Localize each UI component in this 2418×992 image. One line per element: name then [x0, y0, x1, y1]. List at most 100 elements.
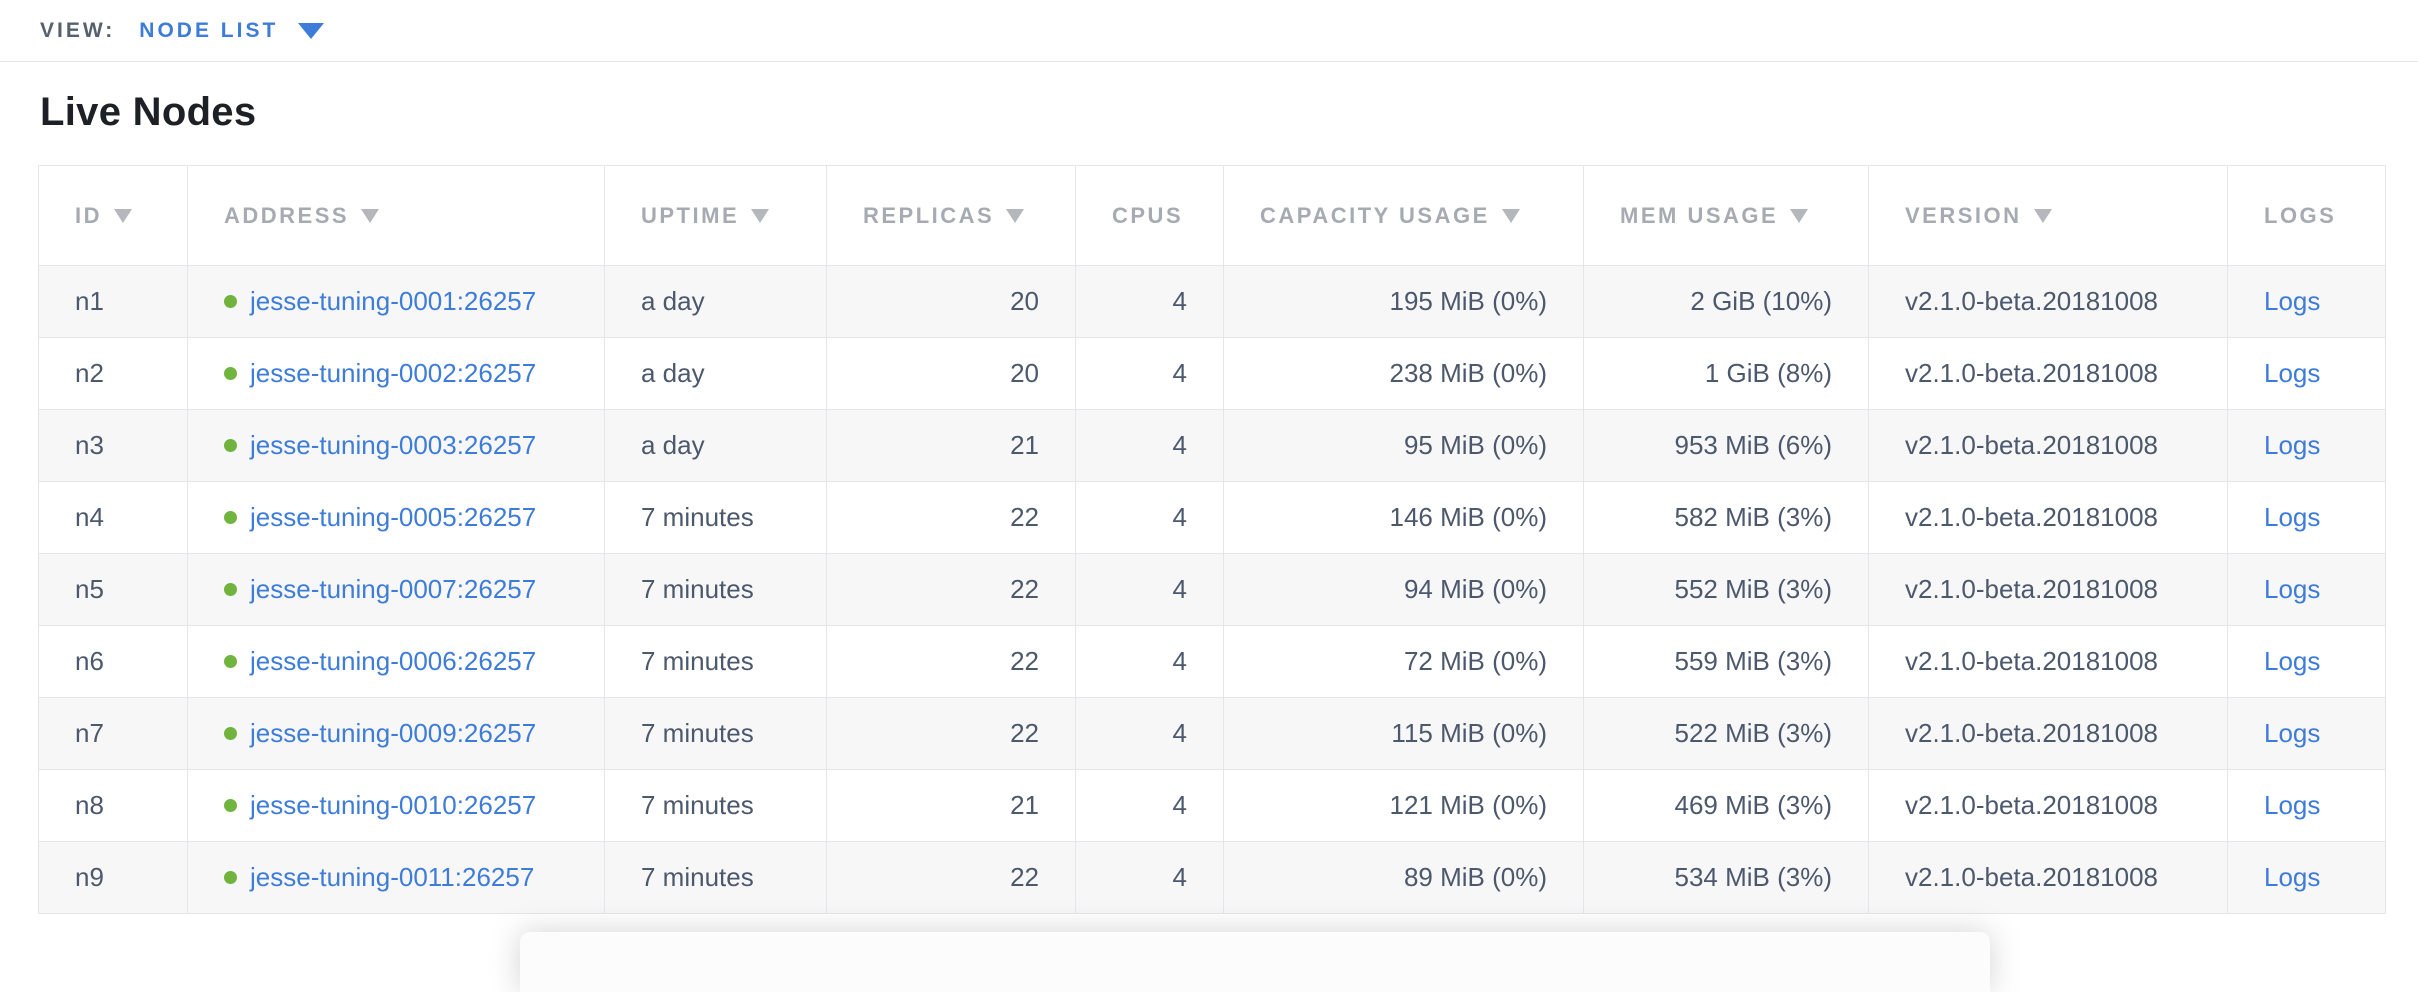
cell-address: jesse-tuning-0010:26257: [187, 769, 605, 842]
node-status-live-icon: [224, 655, 237, 668]
node-status-live-icon: [224, 799, 237, 812]
node-status-live-icon: [224, 511, 237, 524]
sort-desc-icon: [1501, 208, 1520, 223]
node-address-link[interactable]: jesse-tuning-0003:26257: [250, 430, 537, 460]
cell-replicas: 22: [826, 553, 1076, 626]
cell-id: n1: [38, 265, 188, 338]
live-nodes-table: ID ADDRESS UPTIME REPLICAS CPUS CAPACITY USAG…: [38, 165, 2386, 914]
node-row-n9: n9 jesse-tuning-0011:26257 7 minutes 22 4 89 …: [38, 841, 2386, 914]
cell-address: jesse-tuning-0001:26257: [187, 265, 605, 338]
node-address-link[interactable]: jesse-tuning-0001:26257: [250, 286, 537, 316]
cell-logs: Logs: [2227, 337, 2386, 410]
cell-id: n5: [38, 553, 188, 626]
cell-address: jesse-tuning-0002:26257: [187, 337, 605, 410]
node-logs-link[interactable]: Logs: [2264, 862, 2321, 892]
column-header-mem[interactable]: MEM USAGE: [1583, 165, 1869, 266]
cell-logs: Logs: [2227, 625, 2386, 698]
cell-uptime: 7 minutes: [604, 769, 827, 842]
cell-capacity: 72 MiB (0%): [1223, 625, 1584, 698]
cell-address: jesse-tuning-0011:26257: [187, 841, 605, 914]
view-selected-value: NODE LIST: [139, 18, 279, 42]
cell-mem: 522 MiB (3%): [1583, 697, 1869, 770]
cell-version: v2.1.0-beta.20181008: [1868, 841, 2228, 914]
sort-desc-icon: [114, 208, 132, 223]
sort-desc-icon: [751, 208, 770, 223]
cell-capacity: 238 MiB (0%): [1223, 337, 1584, 410]
cell-capacity: 121 MiB (0%): [1223, 769, 1584, 842]
column-header-logs: LOGS: [2227, 165, 2386, 266]
cell-capacity: 146 MiB (0%): [1223, 481, 1584, 554]
column-header-version[interactable]: VERSION: [1868, 165, 2228, 266]
node-logs-link[interactable]: Logs: [2264, 646, 2321, 676]
column-header-replicas[interactable]: REPLICAS: [826, 165, 1076, 266]
column-header-uptime[interactable]: UPTIME: [604, 165, 827, 266]
node-status-live-icon: [224, 367, 237, 380]
column-header-label: CPUS: [1112, 202, 1184, 228]
node-logs-link[interactable]: Logs: [2264, 286, 2321, 316]
node-address-link[interactable]: jesse-tuning-0009:26257: [250, 718, 537, 748]
cell-version: v2.1.0-beta.20181008: [1868, 625, 2228, 698]
node-logs-link[interactable]: Logs: [2264, 358, 2321, 388]
node-logs-link[interactable]: Logs: [2264, 430, 2321, 460]
column-header-capacity[interactable]: CAPACITY USAGE: [1223, 165, 1584, 266]
cell-id: n6: [38, 625, 188, 698]
cell-replicas: 22: [826, 841, 1076, 914]
column-header-label: UPTIME: [641, 202, 740, 228]
cell-mem: 953 MiB (6%): [1583, 409, 1869, 482]
column-header-address[interactable]: ADDRESS: [187, 165, 605, 266]
node-logs-link[interactable]: Logs: [2264, 574, 2321, 604]
cell-version: v2.1.0-beta.20181008: [1868, 769, 2228, 842]
node-logs-link[interactable]: Logs: [2264, 502, 2321, 532]
column-header-label: CAPACITY USAGE: [1260, 202, 1490, 228]
node-address-link[interactable]: jesse-tuning-0010:26257: [250, 790, 537, 820]
cell-uptime: a day: [604, 409, 827, 482]
cell-capacity: 115 MiB (0%): [1223, 697, 1584, 770]
next-panel-shadow: [520, 932, 1990, 992]
node-address-link[interactable]: jesse-tuning-0006:26257: [250, 646, 537, 676]
cell-version: v2.1.0-beta.20181008: [1868, 337, 2228, 410]
cell-replicas: 20: [826, 265, 1076, 338]
cell-capacity: 89 MiB (0%): [1223, 841, 1584, 914]
table-header-row: ID ADDRESS UPTIME REPLICAS CPUS CAPACITY USAG…: [38, 165, 2386, 266]
node-address-link[interactable]: jesse-tuning-0011:26257: [250, 862, 535, 892]
cell-logs: Logs: [2227, 265, 2386, 338]
column-header-cpus: CPUS: [1075, 165, 1224, 266]
cell-version: v2.1.0-beta.20181008: [1868, 481, 2228, 554]
cell-version: v2.1.0-beta.20181008: [1868, 409, 2228, 482]
node-row-n5: n5 jesse-tuning-0007:26257 7 minutes 22 4 94 …: [38, 553, 2386, 626]
node-address-link[interactable]: jesse-tuning-0005:26257: [250, 502, 537, 532]
cell-version: v2.1.0-beta.20181008: [1868, 265, 2228, 338]
cell-uptime: a day: [604, 337, 827, 410]
cell-cpus: 4: [1075, 265, 1224, 338]
cell-uptime: 7 minutes: [604, 625, 827, 698]
cell-capacity: 94 MiB (0%): [1223, 553, 1584, 626]
node-row-n4: n4 jesse-tuning-0005:26257 7 minutes 22 4 146…: [38, 481, 2386, 554]
node-status-live-icon: [224, 871, 237, 884]
cell-cpus: 4: [1075, 481, 1224, 554]
node-logs-link[interactable]: Logs: [2264, 790, 2321, 820]
view-selector[interactable]: NODE LIST: [139, 18, 325, 43]
cell-mem: 559 MiB (3%): [1583, 625, 1869, 698]
cell-id: n8: [38, 769, 188, 842]
sort-desc-icon: [1006, 208, 1025, 223]
column-header-label: MEM USAGE: [1620, 202, 1779, 228]
cell-cpus: 4: [1075, 553, 1224, 626]
caret-down-icon: [298, 22, 325, 39]
column-header-id[interactable]: ID: [38, 165, 188, 266]
cell-logs: Logs: [2227, 553, 2386, 626]
cell-logs: Logs: [2227, 697, 2386, 770]
cell-replicas: 21: [826, 769, 1076, 842]
cell-address: jesse-tuning-0007:26257: [187, 553, 605, 626]
cell-replicas: 22: [826, 625, 1076, 698]
cell-mem: 469 MiB (3%): [1583, 769, 1869, 842]
cell-capacity: 195 MiB (0%): [1223, 265, 1584, 338]
node-address-link[interactable]: jesse-tuning-0007:26257: [250, 574, 537, 604]
cell-capacity: 95 MiB (0%): [1223, 409, 1584, 482]
node-address-link[interactable]: jesse-tuning-0002:26257: [250, 358, 537, 388]
cell-id: n9: [38, 841, 188, 914]
node-logs-link[interactable]: Logs: [2264, 718, 2321, 748]
cell-version: v2.1.0-beta.20181008: [1868, 697, 2228, 770]
node-row-n6: n6 jesse-tuning-0006:26257 7 minutes 22 4 72 …: [38, 625, 2386, 698]
cell-id: n4: [38, 481, 188, 554]
cell-address: jesse-tuning-0009:26257: [187, 697, 605, 770]
